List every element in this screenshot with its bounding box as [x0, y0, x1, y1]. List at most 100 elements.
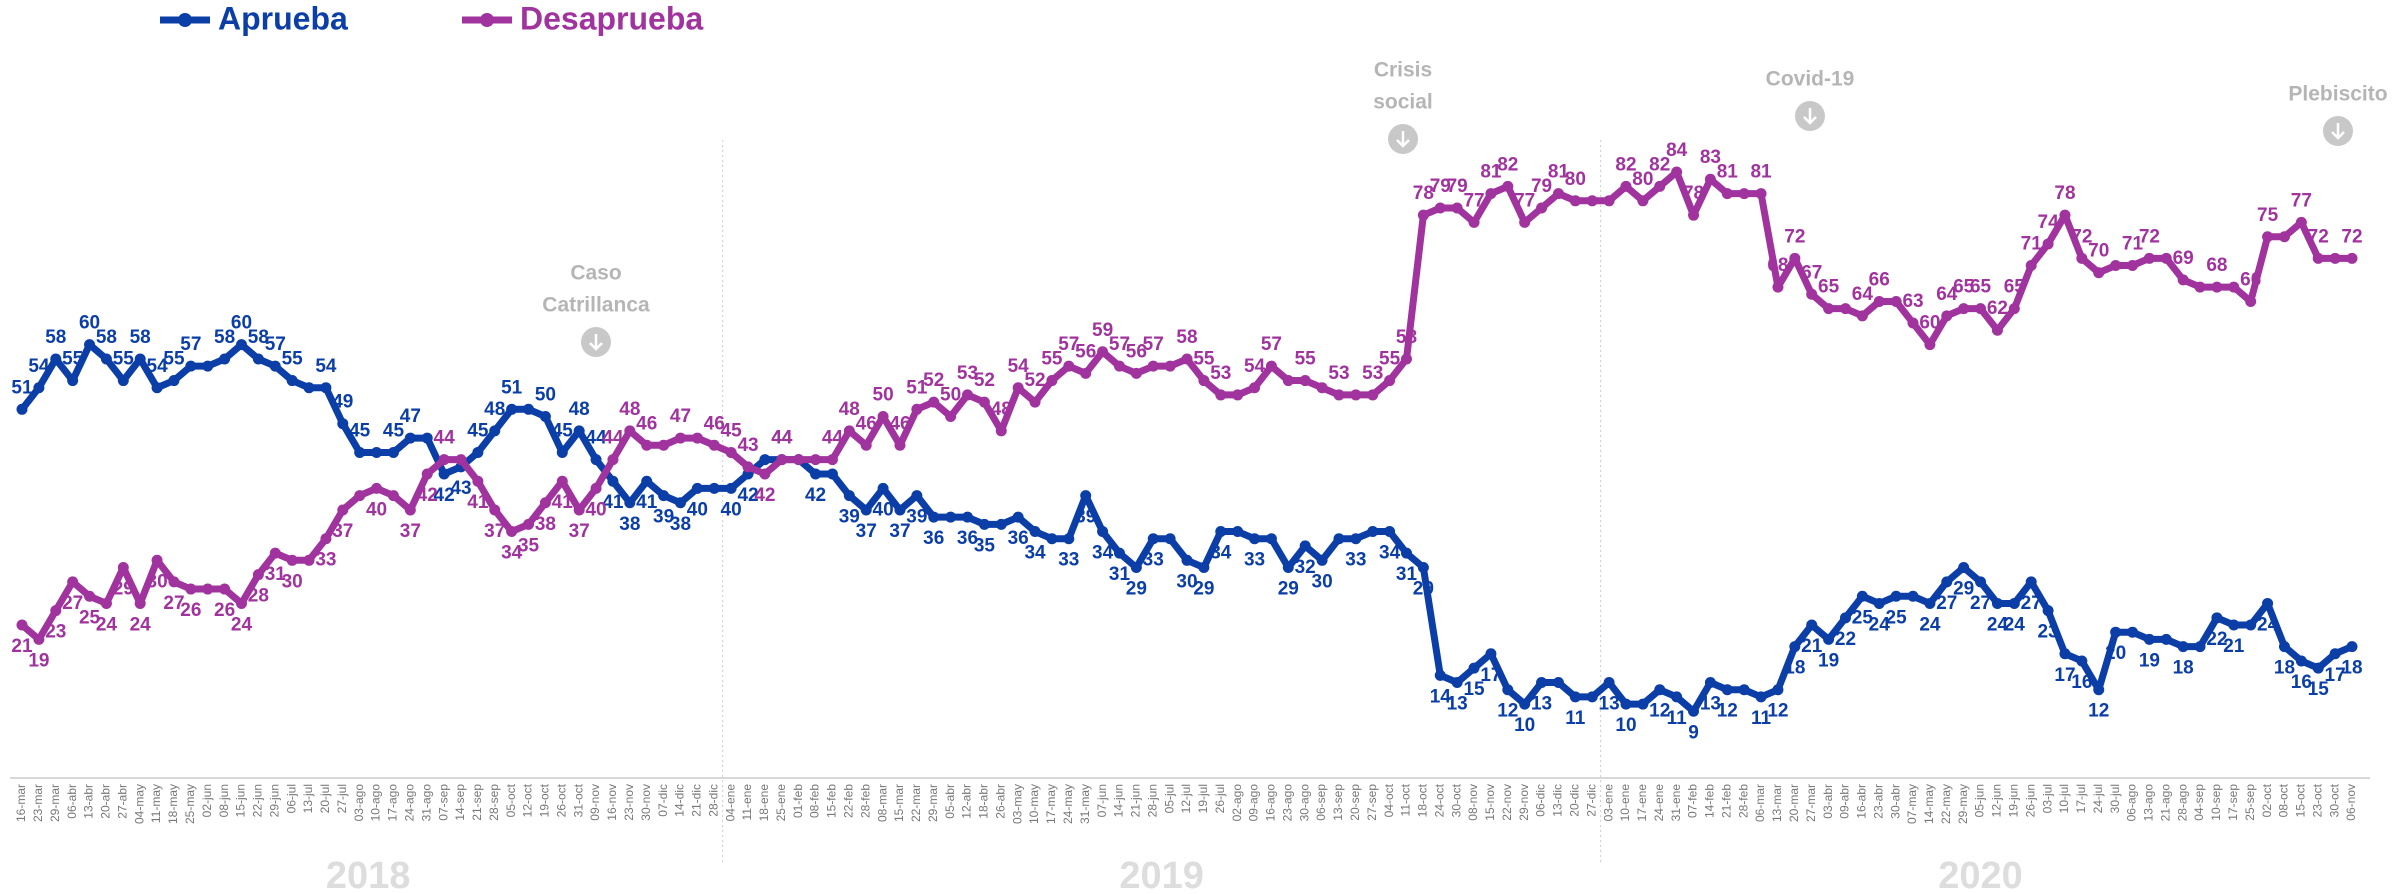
- data-point: [1688, 209, 1700, 221]
- x-tick-label: 30-ago: [1297, 784, 1311, 822]
- data-point: [962, 511, 974, 523]
- x-tick-label: 24-oct: [1432, 783, 1446, 817]
- x-tick-label: 27-sep: [1365, 784, 1379, 821]
- data-label: 43: [737, 435, 758, 456]
- data-point: [1856, 310, 1868, 322]
- data-point: [1063, 360, 1075, 372]
- data-point: [1181, 353, 1193, 365]
- data-label: 45: [552, 420, 574, 441]
- x-tick-label: 22-jun: [251, 784, 265, 817]
- data-label: 29: [1126, 579, 1147, 600]
- x-tick-label: 27-jul: [335, 784, 349, 813]
- data-point: [2127, 260, 2139, 272]
- data-point: [100, 597, 112, 609]
- data-point: [1586, 195, 1598, 207]
- data-point: [1130, 367, 1142, 379]
- data-point: [219, 353, 231, 365]
- data-label: 72: [2071, 226, 2092, 247]
- x-tick-label: 09-abr: [1838, 784, 1852, 819]
- x-tick-label: 29-jun: [267, 784, 281, 817]
- x-tick-label: 26-jun: [2023, 784, 2037, 817]
- data-point: [1012, 382, 1024, 394]
- data-label: 46: [704, 413, 725, 434]
- data-label: 54: [28, 356, 50, 377]
- x-tick-label: 23-mar: [31, 784, 45, 822]
- data-label: 37: [400, 521, 421, 542]
- data-point: [1164, 533, 1176, 545]
- data-point: [2008, 597, 2020, 609]
- data-label: 64: [1936, 284, 1958, 305]
- data-point: [1806, 288, 1818, 300]
- data-point: [1350, 389, 1362, 401]
- data-point: [810, 468, 822, 480]
- data-point: [725, 482, 737, 494]
- data-point: [1991, 324, 2003, 336]
- data-point: [1671, 166, 1683, 178]
- x-tick-label: 13-ago: [2142, 784, 2156, 822]
- x-tick-label: 03-jul: [2040, 784, 2054, 813]
- data-point: [1704, 677, 1716, 689]
- data-point: [2025, 260, 2037, 272]
- data-label: 44: [434, 428, 456, 449]
- x-tick-label: 22-nov: [1500, 784, 1514, 821]
- data-point: [1080, 367, 1092, 379]
- data-label: 41: [467, 492, 489, 513]
- data-point: [1164, 360, 1176, 372]
- data-point: [252, 353, 264, 365]
- data-label: 48: [619, 399, 640, 420]
- data-label: 55: [1295, 349, 1317, 370]
- x-tick-label: 06-mar: [1753, 784, 1767, 822]
- data-point: [320, 533, 332, 545]
- data-label: 12: [1649, 701, 1670, 722]
- data-point: [1958, 303, 1970, 315]
- data-point: [1958, 561, 1970, 573]
- data-label: 45: [721, 420, 743, 441]
- data-label: 81: [1750, 162, 1772, 183]
- x-tick-label: 17-may: [1044, 784, 1058, 824]
- data-label: 14: [1430, 686, 1452, 707]
- x-tick-label: 10-may: [1027, 784, 1041, 824]
- data-point: [523, 518, 535, 530]
- data-point: [1654, 684, 1666, 696]
- data-label: 52: [923, 370, 944, 391]
- data-point: [1080, 490, 1092, 502]
- data-point: [1316, 554, 1328, 566]
- data-point: [2093, 267, 2105, 279]
- data-point: [1637, 195, 1649, 207]
- data-label: 44: [602, 428, 624, 449]
- data-label: 44: [771, 428, 793, 449]
- data-label: 72: [2341, 226, 2362, 247]
- data-label: 19: [28, 650, 49, 671]
- data-label: 42: [417, 485, 438, 506]
- data-point: [573, 425, 585, 437]
- data-point: [826, 454, 838, 466]
- data-point: [1975, 576, 1987, 588]
- data-label: 71: [2021, 234, 2043, 255]
- data-label: 37: [332, 521, 353, 542]
- data-point: [2262, 597, 2274, 609]
- data-label: 74: [2038, 212, 2060, 233]
- data-point: [2143, 252, 2155, 264]
- data-point: [860, 504, 872, 516]
- x-tick-label: 29-may: [1956, 784, 1970, 824]
- data-point: [826, 468, 838, 480]
- data-label: 24: [2257, 614, 2279, 635]
- data-label: 65: [1953, 277, 1975, 298]
- data-point: [607, 475, 619, 487]
- data-label: 24: [231, 614, 253, 635]
- data-point: [1941, 576, 1953, 588]
- data-point: [1215, 526, 1227, 538]
- data-point: [2228, 619, 2240, 631]
- x-tick-label: 19-jun: [2006, 784, 2020, 817]
- data-label: 26: [214, 600, 235, 621]
- data-label: 36: [923, 528, 944, 549]
- data-label: 80: [1565, 169, 1586, 190]
- data-point: [2110, 626, 2122, 638]
- x-tick-label: 26-jul: [1213, 784, 1227, 813]
- data-point: [2127, 626, 2139, 638]
- x-tick-label: 07-feb: [1686, 784, 1700, 818]
- data-label: 29: [1278, 579, 1299, 600]
- data-point: [759, 454, 771, 466]
- data-label: 43: [450, 478, 471, 499]
- data-point: [387, 446, 399, 458]
